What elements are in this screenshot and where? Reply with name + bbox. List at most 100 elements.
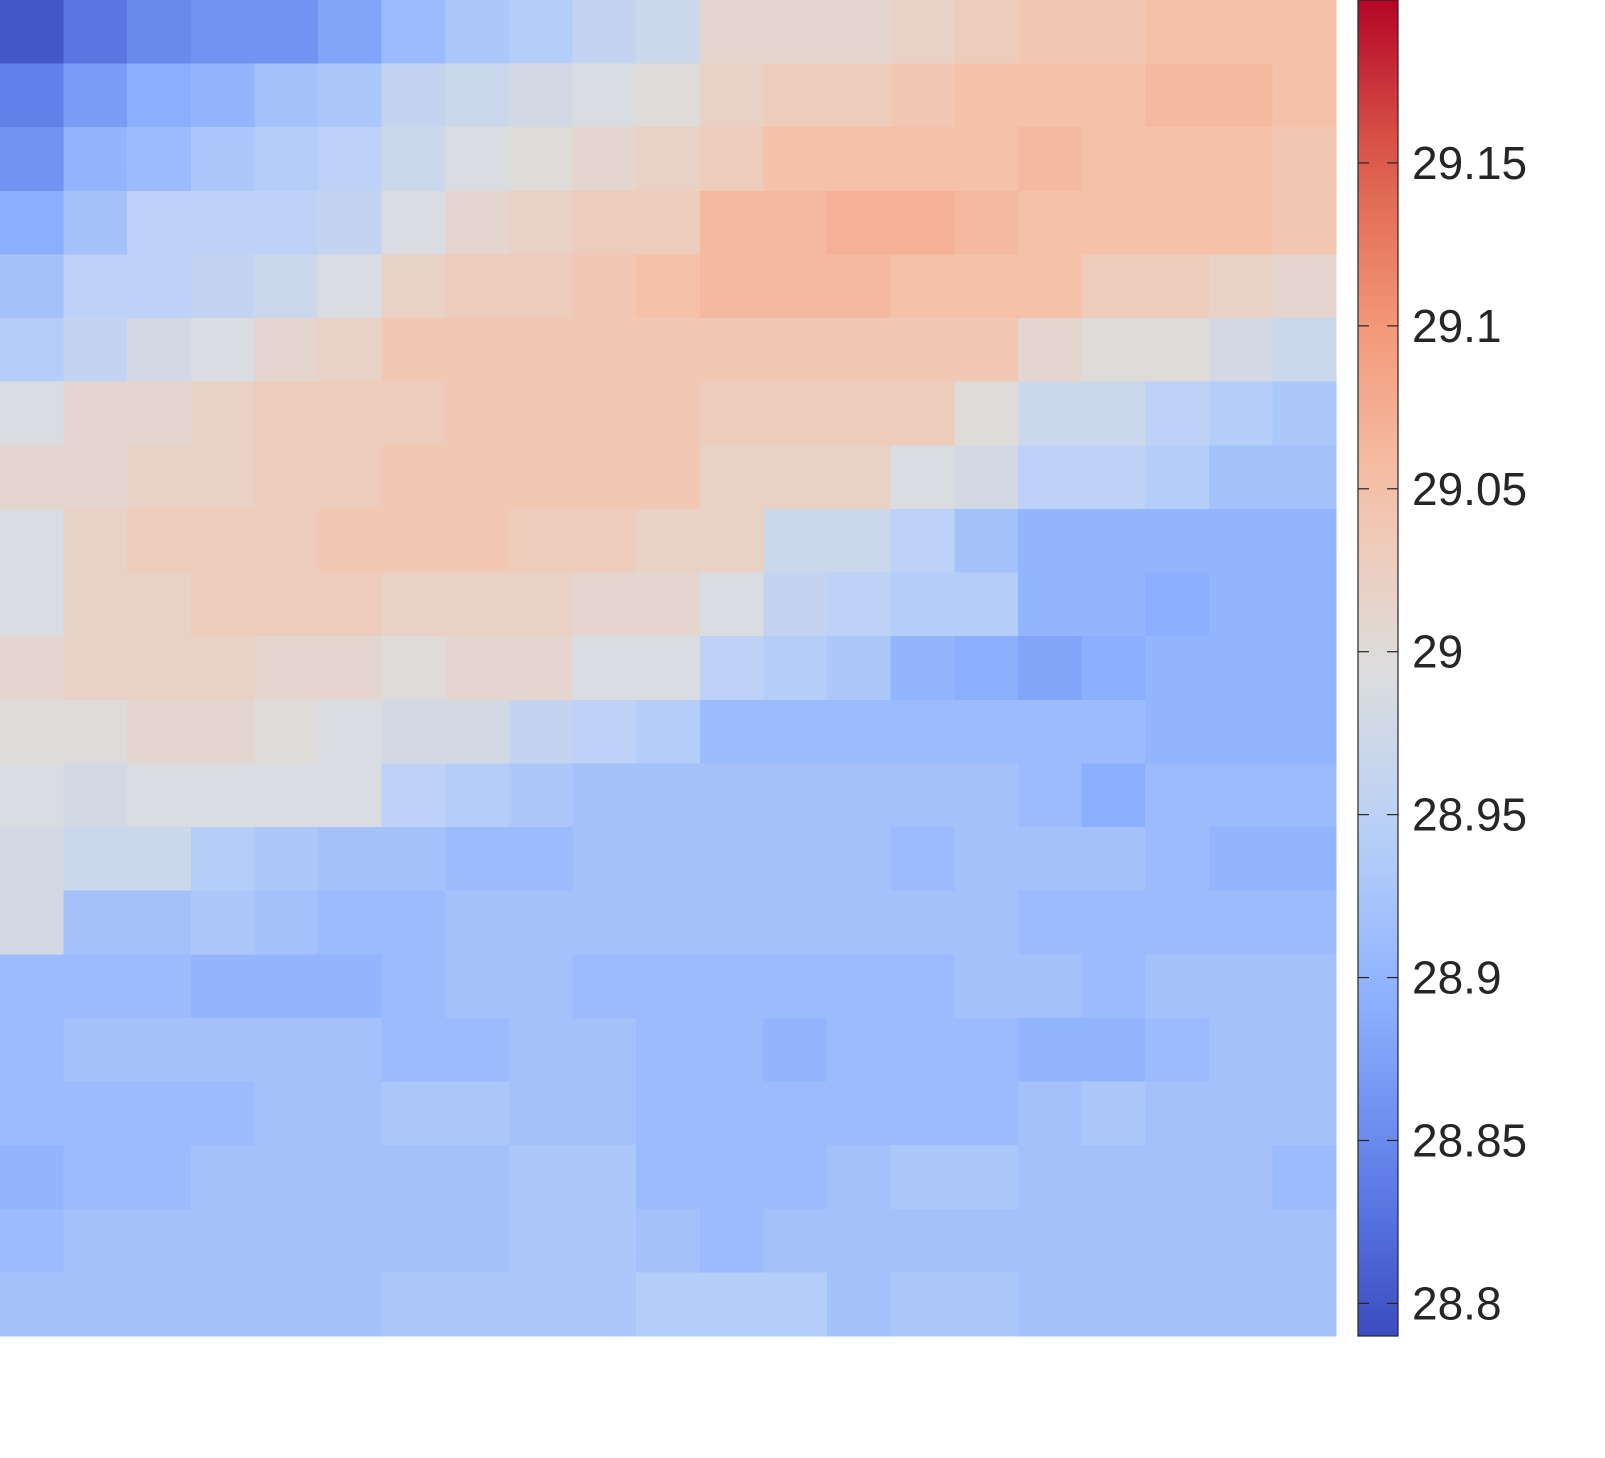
heatmap-cell [572, 1272, 637, 1337]
heatmap-cell [572, 763, 637, 828]
heatmap-cell [1017, 254, 1083, 319]
heatmap-cell [1145, 954, 1210, 1019]
heatmap-cell [127, 1272, 192, 1337]
heatmap-cell [254, 381, 319, 446]
heatmap-cell [254, 190, 319, 256]
heatmap-cell [1081, 1017, 1146, 1083]
heatmap-cell [1272, 63, 1337, 128]
heatmap-cell [1017, 572, 1083, 637]
heatmap-cell [1017, 508, 1083, 574]
heatmap-cell [0, 699, 65, 765]
heatmap-cell [763, 1017, 828, 1083]
heatmap-cell [1272, 381, 1337, 446]
heatmap-cell [572, 63, 637, 128]
heatmap-cell [1017, 445, 1083, 510]
heatmap-cell [381, 254, 446, 319]
heatmap-cell [254, 508, 319, 574]
heatmap-cell [190, 1208, 256, 1273]
heatmap-cell [445, 190, 510, 256]
heatmap-cell [763, 954, 828, 1019]
heatmap-cell [254, 1208, 319, 1273]
heatmap-cell [1145, 381, 1210, 446]
heatmap-cell [318, 1208, 383, 1273]
heatmap-cell [699, 127, 765, 192]
heatmap-cell [508, 63, 574, 128]
heatmap-cell [254, 318, 319, 383]
heatmap-cell [1017, 827, 1083, 892]
heatmap-cell [127, 1145, 192, 1210]
heatmap-cell [763, 381, 828, 446]
heatmap-cell [318, 763, 383, 828]
heatmap-cell [318, 636, 383, 701]
heatmap-cell [0, 127, 65, 192]
heatmap-cell [699, 827, 765, 892]
heatmap-cell [636, 190, 701, 256]
heatmap-cell [1081, 445, 1146, 510]
heatmap-cell [190, 508, 256, 574]
heatmap-cell [827, 890, 892, 955]
heatmap-cell [890, 381, 955, 446]
heatmap-cell [954, 763, 1019, 828]
heatmap-cell [254, 1145, 319, 1210]
heatmap-cell [636, 0, 701, 65]
heatmap-cell [1081, 1208, 1146, 1273]
heatmap-cell [890, 254, 955, 319]
heatmap-cell [318, 572, 383, 637]
heatmap-cell [636, 699, 701, 765]
heatmap-cell [572, 127, 637, 192]
heatmap-cell [127, 508, 192, 574]
heatmap-cell [1017, 954, 1083, 1019]
heatmap-cell [699, 445, 765, 510]
colorbar-bar [1358, 0, 1398, 1336]
heatmap-cell [1272, 890, 1337, 955]
heatmap-cell [699, 0, 765, 65]
heatmap-cell [1272, 1272, 1337, 1337]
heatmap-cell [445, 508, 510, 574]
heatmap-cell [254, 699, 319, 765]
heatmap-cell [254, 254, 319, 319]
heatmap-cell [63, 63, 128, 128]
heatmap-cell [254, 827, 319, 892]
heatmap-cell [827, 508, 892, 574]
heatmap-cell [954, 572, 1019, 637]
heatmap-cell [0, 318, 65, 383]
heatmap-cell [763, 699, 828, 765]
heatmap-cell [190, 1272, 256, 1337]
heatmap-cell [763, 636, 828, 701]
heatmap-cell [636, 445, 701, 510]
heatmap-cell [254, 763, 319, 828]
heatmap-cell [1208, 1081, 1273, 1146]
heatmap-cell [636, 381, 701, 446]
heatmap-cell [1081, 254, 1146, 319]
heatmap-cell [890, 763, 955, 828]
heatmap-cell [0, 445, 65, 510]
heatmap-cell [1017, 190, 1083, 256]
heatmap-cell [127, 445, 192, 510]
heatmap-cell [636, 63, 701, 128]
heatmap-cell [318, 1081, 383, 1146]
heatmap-cell [1017, 1208, 1083, 1273]
heatmap-cell [0, 63, 65, 128]
heatmap-cell [1145, 0, 1210, 65]
heatmap-cell [1081, 127, 1146, 192]
heatmap-cell [890, 63, 955, 128]
heatmap-cell [954, 254, 1019, 319]
heatmap-cell [190, 763, 256, 828]
heatmap-cell [1145, 636, 1210, 701]
heatmap-cell [699, 636, 765, 701]
heatmap-cell [1145, 890, 1210, 955]
heatmap-cell [0, 190, 65, 256]
heatmap-cell [1017, 890, 1083, 955]
heatmap-cell [381, 763, 446, 828]
heatmap-cell [445, 318, 510, 383]
heatmap-cell [827, 954, 892, 1019]
heatmap-cell [1017, 1081, 1083, 1146]
heatmap-cell [508, 127, 574, 192]
heatmap-cell [1081, 190, 1146, 256]
heatmap-cell [1272, 572, 1337, 637]
heatmap-cell [827, 381, 892, 446]
heatmap-cell [381, 508, 446, 574]
heatmap-cell [1208, 572, 1273, 637]
heatmap-cell [1017, 1145, 1083, 1210]
heatmap-cell [381, 1081, 446, 1146]
